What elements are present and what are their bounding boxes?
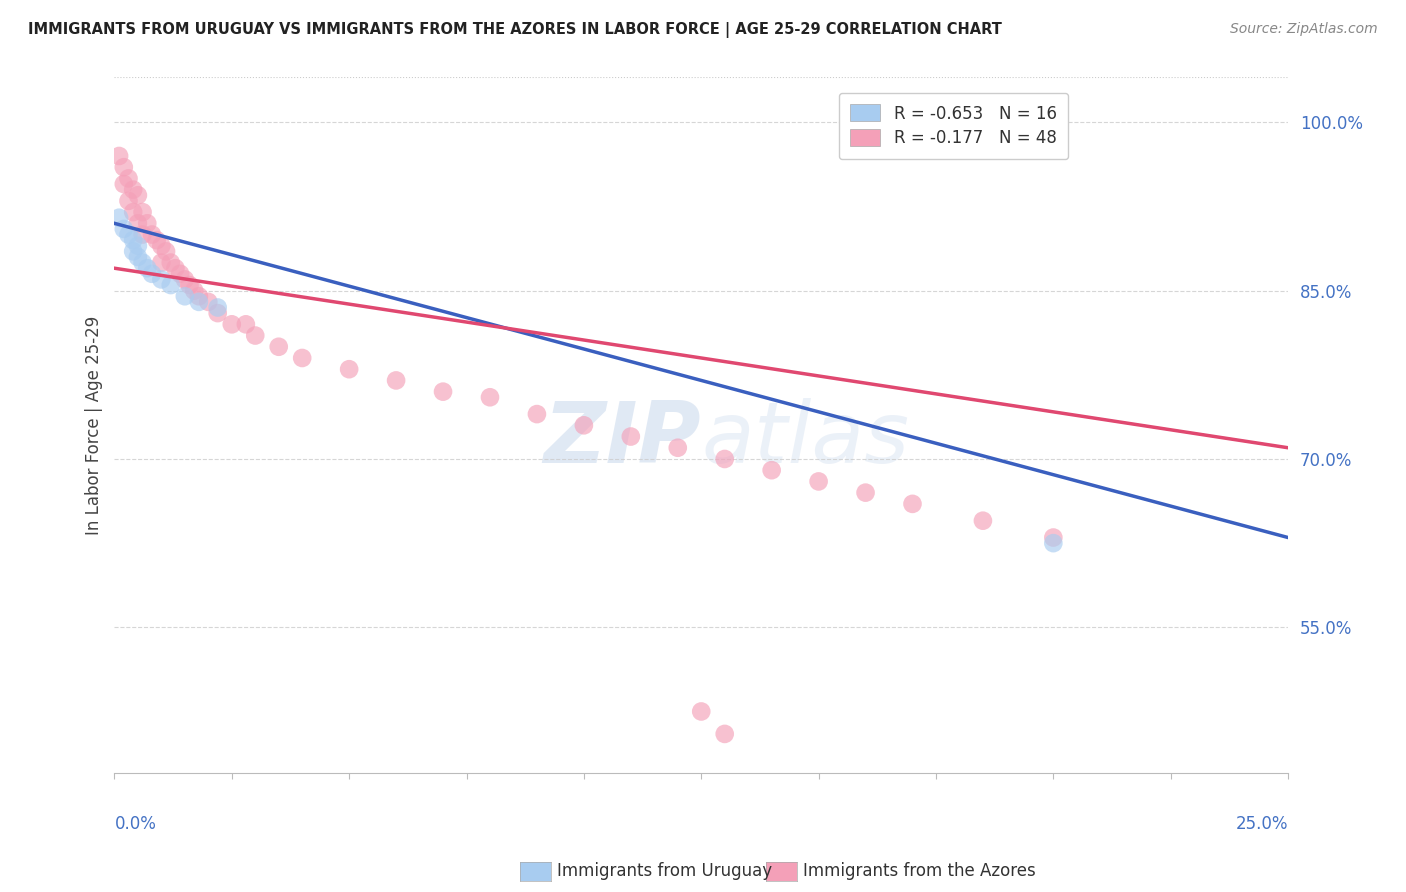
Point <box>855 485 877 500</box>
Point <box>1042 536 1064 550</box>
Point <box>713 452 735 467</box>
Point <box>221 318 243 332</box>
Point <box>235 318 257 332</box>
Point <box>526 407 548 421</box>
Point <box>179 278 201 293</box>
Point <box>572 418 595 433</box>
Point <box>207 306 229 320</box>
Text: atlas: atlas <box>702 398 910 481</box>
Point <box>187 289 209 303</box>
Point <box>136 261 159 276</box>
Point <box>432 384 454 399</box>
Point <box>131 205 153 219</box>
Point <box>141 267 163 281</box>
Text: 0.0%: 0.0% <box>114 815 156 833</box>
Point <box>150 255 173 269</box>
Point <box>122 244 145 259</box>
Point <box>150 272 173 286</box>
Point <box>385 373 408 387</box>
Point <box>117 171 139 186</box>
Point <box>127 239 149 253</box>
Point <box>117 227 139 242</box>
Point <box>267 340 290 354</box>
Point <box>337 362 360 376</box>
Point <box>122 183 145 197</box>
Text: Immigrants from the Azores: Immigrants from the Azores <box>803 863 1036 880</box>
Point <box>127 216 149 230</box>
Text: IMMIGRANTS FROM URUGUAY VS IMMIGRANTS FROM THE AZORES IN LABOR FORCE | AGE 25-29: IMMIGRANTS FROM URUGUAY VS IMMIGRANTS FR… <box>28 22 1002 38</box>
Point <box>173 289 195 303</box>
Point <box>117 194 139 208</box>
Point <box>150 239 173 253</box>
Point <box>478 390 501 404</box>
Point <box>666 441 689 455</box>
Point <box>183 284 205 298</box>
Point <box>112 160 135 174</box>
Y-axis label: In Labor Force | Age 25-29: In Labor Force | Age 25-29 <box>86 316 103 535</box>
Point <box>108 149 131 163</box>
Text: Immigrants from Uruguay: Immigrants from Uruguay <box>557 863 772 880</box>
Point <box>187 294 209 309</box>
Point <box>761 463 783 477</box>
Point <box>131 227 153 242</box>
Point <box>807 475 830 489</box>
Point <box>169 267 191 281</box>
Point <box>173 272 195 286</box>
Point <box>145 233 167 247</box>
Point <box>165 261 187 276</box>
Legend: R = -0.653   N = 16, R = -0.177   N = 48: R = -0.653 N = 16, R = -0.177 N = 48 <box>839 93 1069 159</box>
Point <box>713 727 735 741</box>
Point <box>127 250 149 264</box>
Point <box>155 244 177 259</box>
Point <box>141 227 163 242</box>
Point <box>159 255 181 269</box>
Point <box>108 211 131 225</box>
Point <box>131 255 153 269</box>
Point <box>207 301 229 315</box>
Point <box>197 294 219 309</box>
Point <box>127 188 149 202</box>
Point <box>291 351 314 365</box>
Point <box>159 278 181 293</box>
Point <box>245 328 267 343</box>
Point <box>122 205 145 219</box>
Point <box>620 429 643 443</box>
Text: 25.0%: 25.0% <box>1236 815 1288 833</box>
Point <box>1042 531 1064 545</box>
Text: Source: ZipAtlas.com: Source: ZipAtlas.com <box>1230 22 1378 37</box>
Point <box>122 233 145 247</box>
Point <box>136 216 159 230</box>
Point <box>112 222 135 236</box>
Text: ZIP: ZIP <box>544 398 702 481</box>
Point <box>901 497 924 511</box>
Point <box>112 177 135 191</box>
Point <box>972 514 994 528</box>
Point <box>690 705 713 719</box>
